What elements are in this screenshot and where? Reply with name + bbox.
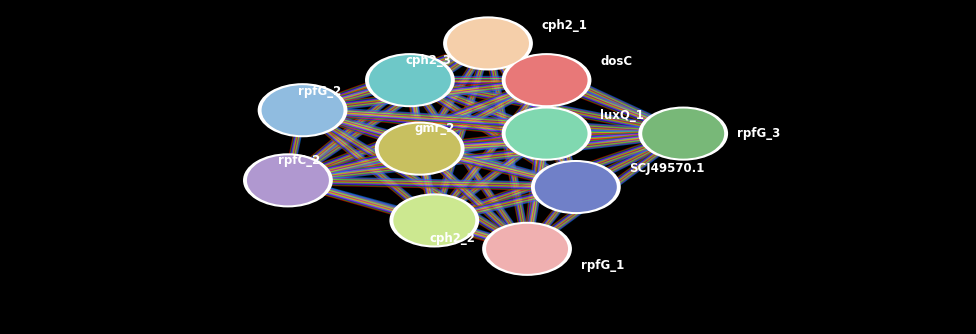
Ellipse shape	[447, 18, 529, 68]
Text: rpfG_3: rpfG_3	[737, 127, 780, 140]
Ellipse shape	[262, 85, 344, 135]
Text: SCJ49570.1: SCJ49570.1	[630, 162, 705, 175]
Ellipse shape	[502, 53, 591, 107]
Ellipse shape	[506, 55, 588, 105]
Ellipse shape	[443, 16, 533, 70]
Ellipse shape	[506, 109, 588, 159]
Ellipse shape	[482, 222, 572, 276]
Ellipse shape	[486, 224, 568, 274]
Ellipse shape	[638, 107, 728, 161]
Ellipse shape	[258, 83, 347, 137]
Ellipse shape	[535, 162, 617, 212]
Ellipse shape	[243, 153, 333, 207]
Text: cph2_3: cph2_3	[405, 54, 451, 66]
Text: cph2_1: cph2_1	[542, 19, 588, 31]
Text: luxQ_1: luxQ_1	[600, 109, 644, 122]
Ellipse shape	[365, 53, 455, 107]
Text: rpfG_1: rpfG_1	[581, 259, 624, 272]
Ellipse shape	[642, 109, 724, 159]
Ellipse shape	[247, 155, 329, 205]
Ellipse shape	[389, 193, 479, 247]
Ellipse shape	[531, 160, 621, 214]
Ellipse shape	[375, 122, 465, 176]
Text: gmr_2: gmr_2	[415, 122, 455, 135]
Text: rpfC_2: rpfC_2	[278, 154, 320, 167]
Ellipse shape	[502, 107, 591, 161]
Text: rpfG_2: rpfG_2	[298, 86, 341, 98]
Text: dosC: dosC	[600, 55, 632, 68]
Ellipse shape	[369, 55, 451, 105]
Text: cph2_2: cph2_2	[429, 232, 475, 245]
Ellipse shape	[379, 124, 461, 174]
Ellipse shape	[393, 195, 475, 245]
